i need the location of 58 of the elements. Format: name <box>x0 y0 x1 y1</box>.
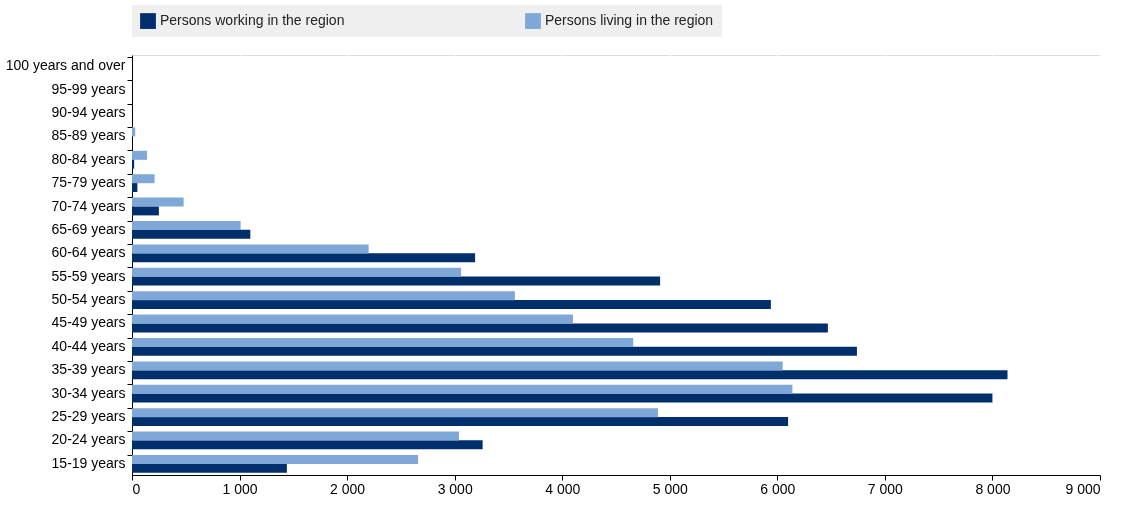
legend-label: Persons living in the region <box>545 12 714 29</box>
y-tick-label: 50-54 years <box>51 291 126 308</box>
bar <box>132 159 135 169</box>
bar <box>132 455 419 464</box>
bar <box>132 384 793 394</box>
x-tick-label: 6 000 <box>760 480 796 497</box>
x-tick-label: 0 <box>132 480 141 497</box>
y-tick-label: 30-34 years <box>51 384 126 401</box>
bar <box>132 127 136 137</box>
bar <box>132 393 993 403</box>
x-tick-label: 4 000 <box>545 480 581 497</box>
y-tick-label: 85-89 years <box>51 127 126 144</box>
y-tick-label: 70-74 years <box>51 197 126 214</box>
bar <box>132 361 783 371</box>
bar <box>132 463 287 473</box>
bar <box>132 291 515 301</box>
x-tick-label: 5 000 <box>652 480 688 497</box>
bar <box>132 221 241 231</box>
bar <box>132 267 462 277</box>
bar <box>132 314 573 324</box>
bar <box>132 174 155 184</box>
y-tick-label: 75-79 years <box>51 174 126 191</box>
y-tick-label: 80-84 years <box>51 150 126 167</box>
bar <box>132 323 828 333</box>
bar <box>132 416 789 426</box>
bar <box>132 370 1008 380</box>
y-tick-label: 60-64 years <box>51 244 126 261</box>
bar <box>132 431 459 441</box>
x-tick-label: 8 000 <box>975 480 1011 497</box>
y-tick-label: 95-99 years <box>51 80 126 97</box>
x-tick-label: 9 000 <box>1065 480 1101 497</box>
bar <box>132 276 661 286</box>
y-tick-label: 90-94 years <box>51 103 126 120</box>
y-tick-label: 45-49 years <box>51 314 126 331</box>
bar <box>132 408 658 418</box>
bar <box>132 197 184 207</box>
y-tick-label: 20-24 years <box>51 431 126 448</box>
bar <box>132 150 148 160</box>
y-tick-label: 35-39 years <box>51 361 126 378</box>
x-tick-label: 3 000 <box>437 480 473 497</box>
y-tick-label: 55-59 years <box>51 267 126 284</box>
x-tick-label: 2 000 <box>330 480 366 497</box>
bar <box>132 338 634 348</box>
bar <box>132 299 771 309</box>
bar <box>132 229 251 239</box>
y-tick-label: 15-19 years <box>51 454 126 471</box>
bar <box>132 253 476 263</box>
x-tick-label: 7 000 <box>867 480 904 497</box>
y-tick-label: 25-29 years <box>51 408 126 425</box>
y-tick-label: 65-69 years <box>51 220 126 237</box>
legend-label: Persons working in the region <box>160 12 345 29</box>
bar <box>132 440 483 450</box>
bar <box>132 244 369 254</box>
y-tick-label: 100 years and over <box>5 57 126 74</box>
y-tick-label: 40-44 years <box>51 337 126 354</box>
x-tick-label: 1 000 <box>222 480 258 497</box>
bar <box>132 182 138 192</box>
bar <box>132 346 857 356</box>
